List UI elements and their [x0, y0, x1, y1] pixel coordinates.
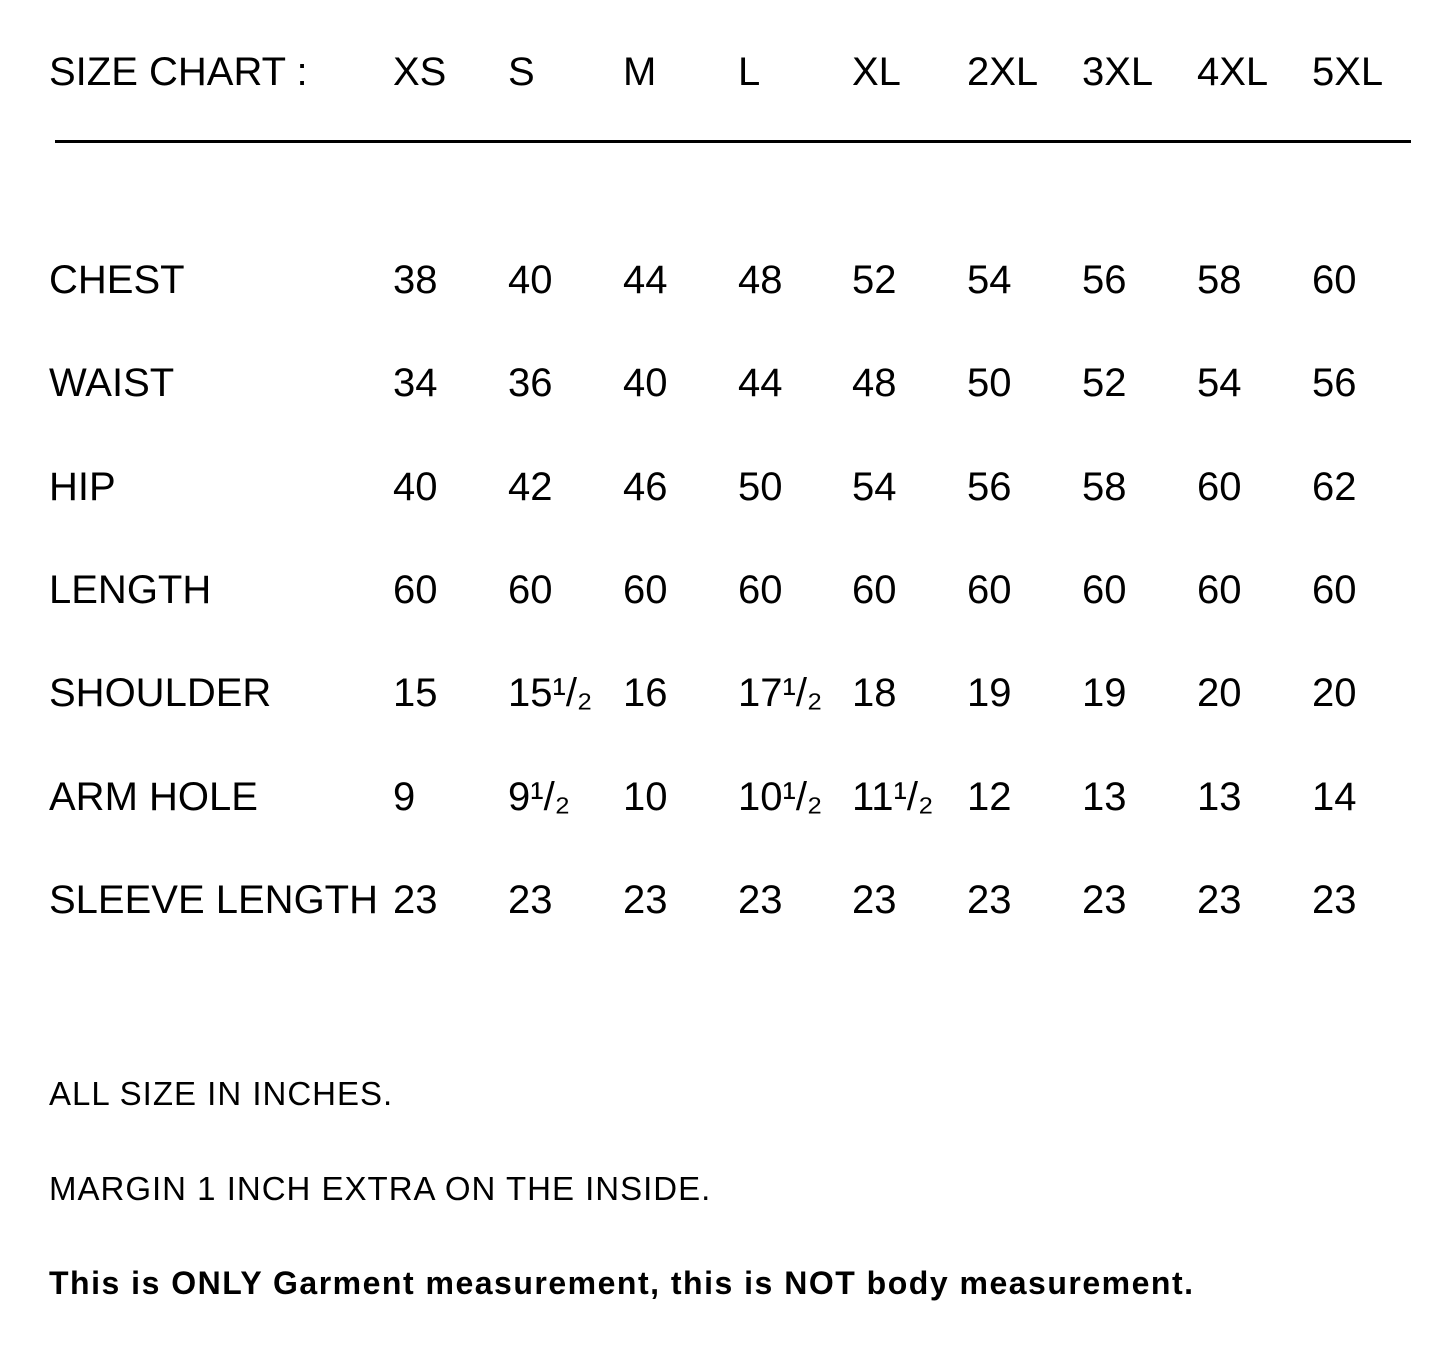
table-cell: 54 [852, 465, 897, 509]
header-divider [55, 140, 1411, 143]
table-cell: 58 [1082, 465, 1127, 509]
table-cell: 60 [1312, 258, 1357, 302]
table-cell: 60 [967, 568, 1012, 612]
table-cell: 60 [852, 568, 897, 612]
size-chart-title: SIZE CHART : [49, 50, 308, 94]
table-cell: 60 [738, 568, 783, 612]
table-cell: 58 [1197, 258, 1242, 302]
table-cell: 19 [967, 671, 1012, 715]
size-header-xs: XS [393, 50, 447, 94]
table-cell: 38 [393, 258, 438, 302]
table-cell: 34 [393, 361, 438, 405]
size-header-s: S [508, 50, 535, 94]
table-cell: 13 [1197, 775, 1242, 819]
table-cell: 60 [1197, 465, 1242, 509]
table-cell: 23 [508, 878, 553, 922]
table-cell: 42 [508, 465, 553, 509]
table-cell: 54 [967, 258, 1012, 302]
units-note: ALL SIZE IN INCHES. [49, 1075, 394, 1112]
table-cell: 60 [1082, 568, 1127, 612]
table-cell: 62 [1312, 465, 1357, 509]
table-cell: 52 [1082, 361, 1127, 405]
table-cell: 9¹/₂ [508, 775, 571, 819]
table-cell: 18 [852, 671, 897, 715]
table-cell: 56 [967, 465, 1012, 509]
table-cell: 46 [623, 465, 668, 509]
table-cell: 48 [738, 258, 783, 302]
table-cell: 60 [623, 568, 668, 612]
table-cell: 23 [1082, 878, 1127, 922]
table-cell: 60 [1312, 568, 1357, 612]
table-cell: 50 [738, 465, 783, 509]
disclaimer-note: This is ONLY Garment measurement, this i… [49, 1265, 1195, 1301]
table-cell: 54 [1197, 361, 1242, 405]
size-header-m: M [623, 50, 657, 94]
table-cell: 40 [508, 258, 553, 302]
table-cell: 60 [1197, 568, 1242, 612]
table-cell: 17¹/₂ [738, 671, 823, 715]
size-header-5xl: 5XL [1312, 50, 1384, 94]
row-label: HIP [49, 465, 116, 509]
table-cell: 16 [623, 671, 668, 715]
table-cell: 36 [508, 361, 553, 405]
table-cell: 23 [852, 878, 897, 922]
table-cell: 23 [1312, 878, 1357, 922]
table-cell: 15¹/₂ [508, 671, 593, 715]
size-header-4xl: 4XL [1197, 50, 1269, 94]
table-cell: 20 [1197, 671, 1242, 715]
table-cell: 56 [1082, 258, 1127, 302]
table-cell: 10 [623, 775, 668, 819]
table-cell: 10¹/₂ [738, 775, 823, 819]
size-header-l: L [738, 50, 761, 94]
table-cell: 23 [1197, 878, 1242, 922]
size-header-3xl: 3XL [1082, 50, 1154, 94]
row-label: ARM HOLE [49, 775, 258, 819]
row-label: CHEST [49, 258, 185, 302]
table-cell: 60 [508, 568, 553, 612]
table-cell: 60 [393, 568, 438, 612]
margin-note: MARGIN 1 INCH EXTRA ON THE INSIDE. [49, 1170, 712, 1207]
size-header-2xl: 2XL [967, 50, 1039, 94]
table-cell: 23 [967, 878, 1012, 922]
table-cell: 19 [1082, 671, 1127, 715]
table-cell: 40 [623, 361, 668, 405]
table-cell: 44 [623, 258, 668, 302]
row-label: SLEEVE LENGTH [49, 878, 379, 922]
table-cell: 23 [393, 878, 438, 922]
table-cell: 23 [623, 878, 668, 922]
table-cell: 15 [393, 671, 438, 715]
table-cell: 56 [1312, 361, 1357, 405]
table-cell: 40 [393, 465, 438, 509]
table-cell: 11¹/₂ [852, 775, 934, 819]
table-cell: 12 [967, 775, 1012, 819]
row-label: SHOULDER [49, 671, 272, 715]
row-label: WAIST [49, 361, 175, 405]
table-cell: 50 [967, 361, 1012, 405]
table-cell: 48 [852, 361, 897, 405]
table-cell: 9 [393, 775, 416, 819]
table-cell: 13 [1082, 775, 1127, 819]
table-cell: 14 [1312, 775, 1357, 819]
table-cell: 23 [738, 878, 783, 922]
table-cell: 52 [852, 258, 897, 302]
table-cell: 44 [738, 361, 783, 405]
row-label: LENGTH [49, 568, 212, 612]
table-cell: 20 [1312, 671, 1357, 715]
size-header-xl: XL [852, 50, 901, 94]
